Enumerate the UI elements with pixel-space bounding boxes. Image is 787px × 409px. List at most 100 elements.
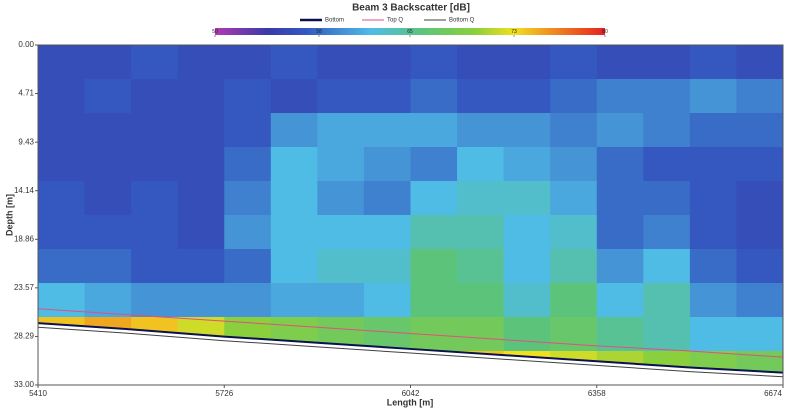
- heatmap-cell: [689, 215, 737, 250]
- series-line: [37, 326, 784, 378]
- heatmap-cell: [596, 283, 644, 318]
- heatmap-cell: [410, 79, 458, 114]
- heatmap-cell: [410, 147, 458, 182]
- heatmap-cell: [736, 351, 783, 373]
- colorbar-tick-label: 50: [212, 29, 218, 35]
- heatmap-cell: [38, 249, 86, 284]
- heatmap-cell: [457, 79, 505, 114]
- heatmap-cell: [689, 147, 737, 182]
- heatmap-cell: [596, 249, 644, 284]
- heatmap-cell: [84, 215, 132, 250]
- x-tick-label: 5726: [215, 389, 233, 398]
- heatmap-cell: [689, 317, 737, 352]
- heatmap-cell: [38, 147, 86, 182]
- heatmap-cell: [177, 283, 225, 318]
- heatmap-cell: [363, 351, 411, 373]
- heatmap-cell: [363, 249, 411, 284]
- heatmap-cell: [317, 215, 365, 250]
- heatmap-cell: [596, 215, 644, 250]
- heatmap-cell: [689, 249, 737, 284]
- heatmap-cell: [317, 45, 365, 80]
- heatmap-cell: [550, 45, 598, 80]
- heatmap-cell: [457, 45, 505, 80]
- heatmap-cell: [503, 113, 551, 148]
- heatmap-cell: [84, 45, 132, 80]
- heatmap-cell: [38, 79, 86, 114]
- series-line: [37, 322, 784, 374]
- heatmap-cell: [224, 215, 272, 250]
- heatmap-cell: [503, 317, 551, 352]
- heatmap-cell: [457, 215, 505, 250]
- heatmap-cell: [410, 181, 458, 216]
- heatmap-cell: [503, 181, 551, 216]
- y-tick-label: 9.43: [18, 137, 34, 146]
- x-tick-label: 6042: [402, 389, 420, 398]
- heatmap-cell: [84, 147, 132, 182]
- heatmap-cell: [177, 181, 225, 216]
- x-tick-label: 6358: [588, 389, 606, 398]
- heatmap-cell: [550, 181, 598, 216]
- heatmap-cell: [317, 147, 365, 182]
- heatmap-cell: [736, 147, 783, 182]
- heatmap-cell: [643, 45, 691, 80]
- heatmap-cell: [689, 283, 737, 318]
- y-tick-label: 18.86: [14, 234, 35, 243]
- heatmap-cell: [131, 45, 179, 80]
- heatmap-cell: [550, 79, 598, 114]
- heatmap-cell: [270, 113, 318, 148]
- heatmap-cell: [643, 147, 691, 182]
- heatmap-cell: [643, 79, 691, 114]
- y-tick-label: 33.00: [14, 380, 35, 389]
- heatmap-cell: [457, 113, 505, 148]
- heatmap-cell: [177, 45, 225, 80]
- heatmap-cell: [736, 79, 783, 114]
- heatmap-cell: [270, 45, 318, 80]
- x-axis-label: Length [m]: [387, 397, 434, 407]
- heatmap-cell: [457, 317, 505, 352]
- heatmap-cell: [503, 215, 551, 250]
- heatmap-cell: [596, 45, 644, 80]
- heatmap-cell: [84, 113, 132, 148]
- heatmap-cell: [38, 113, 86, 148]
- heatmap-cell: [224, 283, 272, 318]
- heatmap-cell: [363, 45, 411, 80]
- heatmap-cell: [643, 249, 691, 284]
- heatmap-cell: [363, 147, 411, 182]
- heatmap-cell: [503, 79, 551, 114]
- heatmap-cell: [224, 249, 272, 284]
- heatmap-cell: [503, 45, 551, 80]
- heatmap-cell: [596, 181, 644, 216]
- colorbar-tick-label: 58: [316, 29, 322, 35]
- heatmap-cell: [317, 79, 365, 114]
- heatmap-cell: [596, 79, 644, 114]
- heatmap-cell: [550, 283, 598, 318]
- heatmap-cell: [457, 249, 505, 284]
- heatmap-cell: [224, 113, 272, 148]
- legend-label: Top Q: [387, 18, 403, 24]
- heatmap-cell: [38, 215, 86, 250]
- heatmap-cell: [317, 249, 365, 284]
- heatmap-cell: [177, 79, 225, 114]
- heatmap-cell: [38, 283, 86, 318]
- heatmap-cell: [503, 283, 551, 318]
- legend: Bottom Top Q Bottom Q: [300, 18, 475, 24]
- heatmap-cell: [410, 45, 458, 80]
- heatmap-cell: [270, 249, 318, 284]
- heatmap-cell: [410, 113, 458, 148]
- colorbar-tick-label: 80: [602, 29, 608, 35]
- heatmap-cell: [224, 317, 272, 352]
- heatmap-cell: [270, 79, 318, 114]
- heatmap-cell: [736, 215, 783, 250]
- heatmap-cell: [84, 249, 132, 284]
- heatmap-cell: [131, 147, 179, 182]
- heatmap-cell: [596, 317, 644, 352]
- heatmap-cell: [736, 181, 783, 216]
- heatmap-cell: [689, 113, 737, 148]
- heatmap-cell: [363, 283, 411, 318]
- heatmap-cell: [550, 215, 598, 250]
- chart-title: Beam 3 Backscatter [dB]: [352, 3, 470, 14]
- heatmap-cell: [643, 351, 691, 373]
- y-tick-label: 4.71: [18, 89, 34, 98]
- heatmap-cell: [38, 45, 86, 80]
- heatmap-cell: [317, 283, 365, 318]
